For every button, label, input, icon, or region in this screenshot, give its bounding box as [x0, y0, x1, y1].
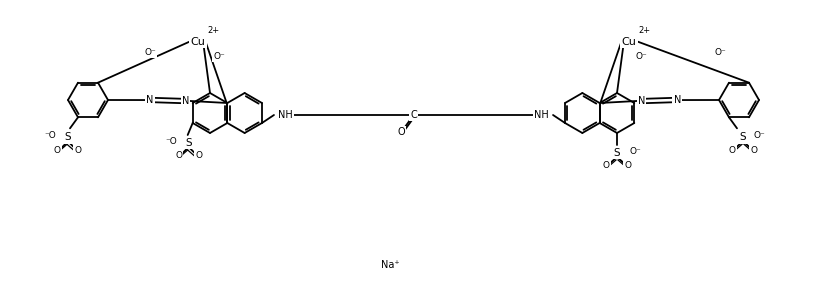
Text: Cu: Cu — [622, 37, 637, 47]
Text: S: S — [614, 148, 620, 158]
Text: ⁻O: ⁻O — [45, 131, 56, 140]
Text: O: O — [729, 146, 735, 155]
Text: O: O — [603, 161, 609, 171]
Text: 2+: 2+ — [638, 26, 650, 35]
Text: Na⁺: Na⁺ — [380, 260, 399, 270]
Text: O⁻: O⁻ — [635, 52, 647, 61]
Text: NH: NH — [278, 110, 293, 120]
Text: S: S — [739, 132, 746, 142]
Text: O: O — [54, 146, 60, 155]
Text: O: O — [175, 152, 182, 160]
Text: O⁻: O⁻ — [753, 131, 765, 140]
Text: Cu: Cu — [190, 37, 205, 47]
Text: O⁻: O⁻ — [715, 47, 726, 57]
Text: N: N — [182, 96, 189, 106]
Text: N: N — [673, 95, 681, 105]
Text: O: O — [750, 146, 758, 155]
Text: O⁻: O⁻ — [629, 147, 641, 155]
Text: O: O — [195, 152, 202, 160]
Text: S: S — [185, 138, 192, 148]
Text: S: S — [65, 132, 71, 142]
Text: C: C — [410, 110, 417, 120]
Text: O⁻: O⁻ — [144, 47, 155, 57]
Text: O: O — [74, 146, 82, 155]
Text: O: O — [398, 127, 405, 137]
Text: N: N — [638, 96, 645, 106]
Text: 2+: 2+ — [207, 26, 219, 35]
Text: ⁻O: ⁻O — [165, 137, 177, 145]
Text: O: O — [624, 161, 632, 171]
Text: NH: NH — [534, 110, 549, 120]
Text: N: N — [146, 95, 154, 105]
Text: O⁻: O⁻ — [213, 52, 225, 61]
